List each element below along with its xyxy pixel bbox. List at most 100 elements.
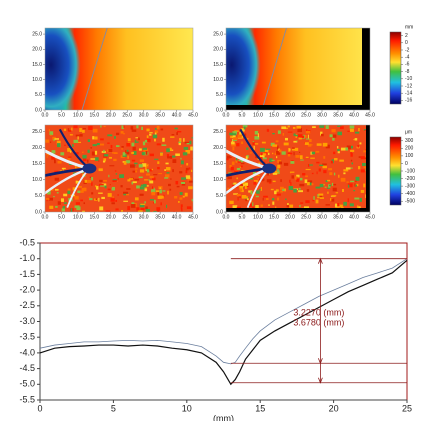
- texture-cell: [186, 206, 192, 209]
- texture-cell: [323, 170, 327, 174]
- texture-cell: [253, 180, 258, 183]
- texture-cell: [86, 159, 89, 163]
- texture-cell: [134, 178, 140, 181]
- texture-cell: [296, 125, 301, 129]
- texture-cell: [67, 148, 72, 152]
- texture-cell: [63, 202, 67, 204]
- texture-cell: [182, 152, 188, 156]
- texture-cell: [276, 193, 281, 196]
- texture-cell: [298, 187, 301, 190]
- texture-cell: [337, 203, 340, 207]
- texture-cell: [147, 138, 151, 143]
- heatmap: [226, 125, 370, 212]
- texture-cell: [257, 133, 259, 138]
- texture-cell: [75, 180, 78, 184]
- texture-cell: [179, 138, 182, 143]
- texture-cell: [149, 153, 154, 157]
- texture-cell: [276, 150, 281, 155]
- mask-edge: [226, 105, 370, 110]
- texture-cell: [236, 194, 241, 197]
- x-tick-label: 0.0: [42, 112, 49, 118]
- texture-cell: [337, 131, 342, 136]
- texture-cell: [60, 152, 65, 156]
- texture-cell: [107, 142, 110, 144]
- texture-cell: [145, 151, 148, 155]
- texture-cell: [295, 134, 301, 137]
- texture-cell: [91, 182, 93, 186]
- texture-cell: [126, 193, 130, 196]
- texture-cell: [135, 168, 138, 170]
- texture-cell: [143, 151, 148, 156]
- texture-cell: [171, 134, 175, 136]
- texture-cell: [78, 185, 82, 188]
- texture-cell: [343, 172, 346, 175]
- texture-cell: [123, 125, 125, 128]
- x-tick-label: 0: [37, 403, 42, 413]
- texture-cell: [176, 132, 178, 136]
- texture-cell: [156, 143, 161, 146]
- texture-cell: [135, 211, 138, 212]
- texture-cell: [94, 136, 98, 140]
- texture-cell: [111, 186, 116, 191]
- x-tick-label: 5.0: [239, 214, 246, 220]
- texture-cell: [292, 147, 295, 149]
- y-tick-label: -1.0: [19, 253, 35, 263]
- texture-cell: [108, 156, 112, 159]
- x-tick-label: 30.0: [139, 112, 149, 118]
- texture-cell: [268, 204, 270, 206]
- texture-cell: [146, 163, 148, 165]
- y-tick-label: 5.0: [35, 193, 42, 199]
- texture-cell: [249, 152, 252, 154]
- texture-cell: [123, 192, 129, 196]
- texture-cell: [235, 159, 238, 163]
- texture-cell: [184, 141, 190, 144]
- texture-cell: [288, 186, 293, 190]
- texture-cell: [361, 162, 366, 166]
- texture-cell: [240, 162, 245, 165]
- texture-cell: [83, 202, 85, 205]
- texture-cell: [243, 126, 246, 130]
- y-tick-label: 15.0: [32, 161, 42, 167]
- texture-cell: [121, 146, 123, 150]
- colorbar-tick-label: 0: [405, 161, 408, 167]
- y-tick-label: -4.0: [19, 347, 35, 357]
- texture-cell: [139, 186, 145, 190]
- texture-cell: [149, 180, 154, 184]
- y-tick-label: 10.0: [32, 77, 42, 83]
- texture-cell: [139, 203, 145, 208]
- texture-cell: [282, 133, 285, 136]
- texture-cell: [166, 170, 171, 172]
- texture-cell: [329, 134, 333, 138]
- texture-cell: [162, 137, 165, 142]
- texture-cell: [189, 140, 192, 145]
- texture-cell: [332, 134, 337, 138]
- texture-cell: [319, 164, 324, 167]
- texture-cell: [141, 152, 145, 156]
- texture-cell: [107, 134, 113, 137]
- texture-cell: [95, 198, 97, 201]
- texture-cell: [112, 179, 117, 181]
- texture-cell: [178, 141, 182, 143]
- texture-cell: [159, 195, 164, 199]
- texture-cell: [360, 169, 365, 173]
- texture-cell: [181, 177, 187, 180]
- x-tick-label: 10.0: [253, 112, 263, 118]
- texture-cell: [122, 152, 126, 156]
- heatmap-blob: [45, 28, 81, 110]
- arrow-head: [318, 358, 323, 365]
- texture-cell: [332, 137, 335, 141]
- texture-cell: [156, 207, 161, 211]
- texture-cell: [153, 199, 156, 204]
- texture-cell: [172, 155, 176, 158]
- texture-cell: [53, 196, 55, 198]
- texture-cell: [94, 157, 99, 161]
- texture-cell: [73, 125, 78, 129]
- texture-cell: [89, 176, 92, 178]
- texture-cell: [354, 180, 357, 183]
- y-tick-label: -4.5: [19, 363, 35, 373]
- texture-cell: [145, 166, 147, 170]
- texture-cell: [231, 141, 235, 145]
- texture-cell: [266, 198, 269, 201]
- texture-cell: [263, 195, 268, 198]
- texture-cell: [272, 152, 274, 155]
